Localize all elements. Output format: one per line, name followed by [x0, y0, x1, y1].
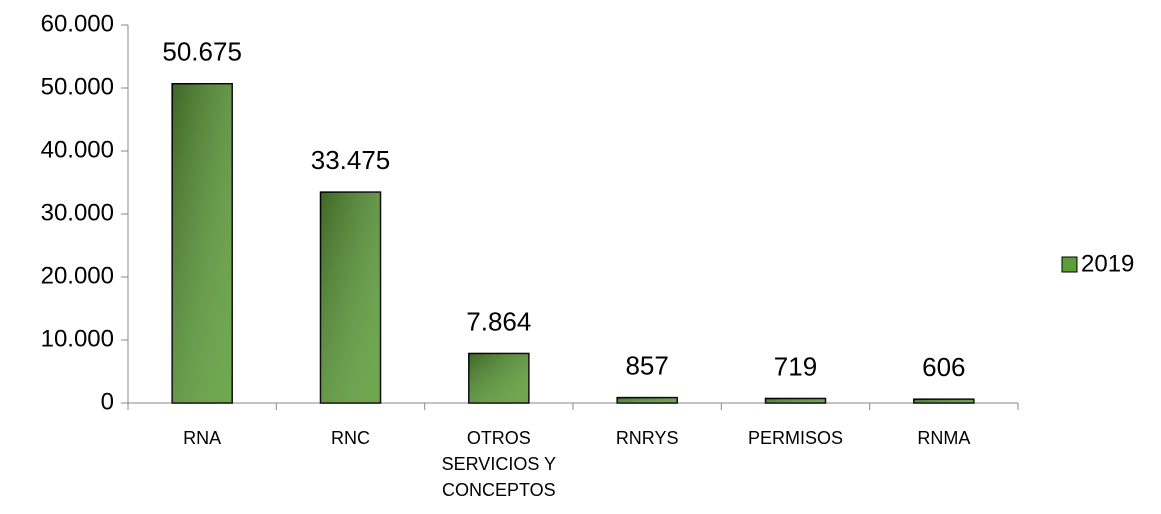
x-tick-label: RNRYS [615, 428, 679, 448]
legend-label: 2019 [1081, 250, 1134, 277]
bar-shade [172, 83, 233, 403]
x-tick-label: RNC [331, 428, 370, 448]
data-label: 33.475 [311, 145, 391, 175]
y-tick-label: 60.000 [41, 10, 114, 37]
bar-shade [468, 353, 529, 403]
bar-shade [617, 397, 678, 403]
x-tick-label: OTROS SERVICIOS Y CONCEPTOS [441, 428, 557, 500]
data-label: 857 [625, 350, 668, 380]
y-tick-label: 10.000 [41, 325, 114, 352]
bar-shade [765, 398, 826, 403]
legend-swatch [1061, 256, 1078, 273]
data-label: 50.675 [162, 37, 242, 67]
y-tick-label: 50.000 [41, 73, 114, 100]
x-tick-label: RNA [183, 428, 222, 448]
data-label: 606 [922, 352, 965, 382]
y-tick-label: 30.000 [41, 199, 114, 226]
y-tick-label: 0 [101, 388, 114, 415]
x-tick-label: RNMA [917, 428, 971, 448]
y-tick-label: 20.000 [41, 262, 114, 289]
data-label: 719 [774, 351, 817, 381]
data-label: 7.864 [466, 306, 531, 336]
x-tick-label: PERMISOS [747, 428, 844, 448]
bar-shade [320, 192, 381, 403]
y-tick-label: 40.000 [41, 136, 114, 163]
bar-shade [913, 399, 974, 403]
